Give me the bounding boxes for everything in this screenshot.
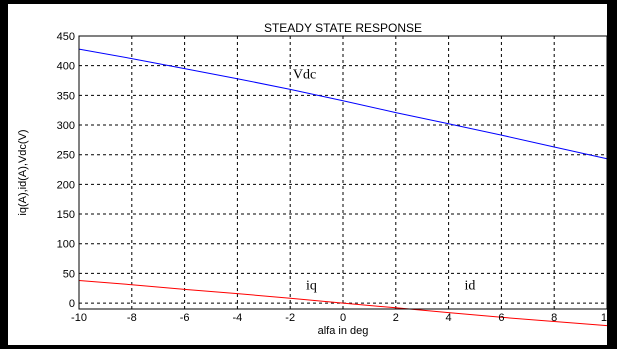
x-tick-label: 2 [393,312,399,324]
y-tick-label: 100 [57,239,75,251]
annotation-iq: iq [306,278,317,293]
x-tick-label: 8 [551,312,557,324]
x-tick-label: 6 [498,312,504,324]
y-axis-label: iq(A),id(A),Vdc(V) [17,129,29,215]
x-tick-label: -4 [233,312,243,324]
y-tick-label: 450 [57,31,75,43]
annotation-vdc: Vdc [293,68,316,83]
x-tick-label: 4 [446,312,452,324]
top-border [0,0,617,4]
y-tick-label: 50 [63,268,75,280]
y-tick-label: 300 [57,120,75,132]
x-tick-label: -2 [285,312,295,324]
left-border [0,0,8,349]
plot-area [78,35,608,310]
grid-lines [79,36,607,309]
y-tick-label: 0 [69,298,75,310]
right-border [607,0,617,349]
series-line-vdc [78,48,608,160]
y-tick-label: 150 [57,209,75,221]
x-tick-label: -6 [180,312,190,324]
bottom-border [0,345,617,349]
y-tick-label: 400 [57,61,75,73]
y-tick-label: 200 [57,179,75,191]
x-tick-label: 0 [340,312,346,324]
series-line-iq [78,280,608,327]
x-tick-label: -8 [127,312,137,324]
y-tick-label: 350 [57,90,75,102]
chart-title: STEADY STATE RESPONSE [264,21,422,35]
annotations: Vdc iq id [293,68,475,294]
x-tick-label: -10 [71,312,87,324]
annotation-id: id [464,278,475,293]
y-tick-label: 250 [57,150,75,162]
x-axis-label: alfa in deg [318,325,369,337]
tick-labels: -10 -8 -6 -4 -2 0 2 4 6 8 100501001502002503003504… [57,31,613,324]
x-tick-label: 10 [601,312,613,324]
series-group [78,48,608,327]
